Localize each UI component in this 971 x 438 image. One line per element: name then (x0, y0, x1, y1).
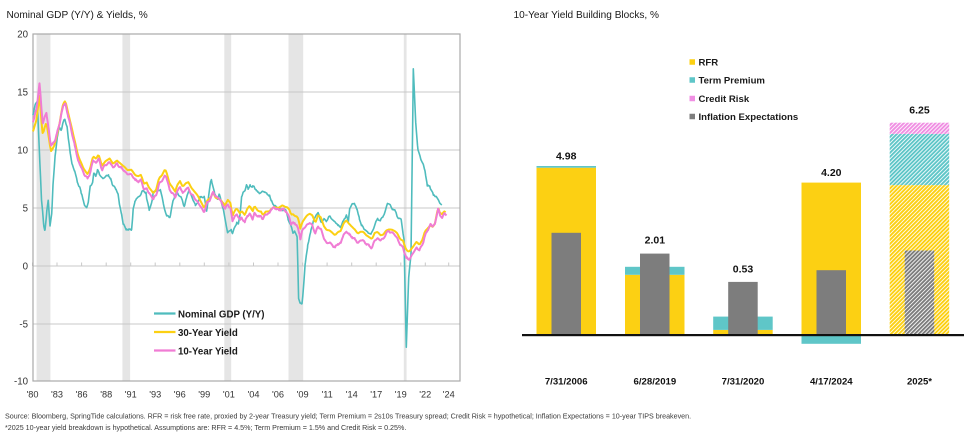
svg-text:'91: '91 (125, 389, 137, 399)
svg-text:'06: '06 (272, 389, 284, 399)
svg-text:'86: '86 (76, 389, 88, 399)
svg-text:'83: '83 (51, 389, 63, 399)
svg-text:'88: '88 (100, 389, 112, 399)
svg-text:Source: Bloomberg, SpringTide: Source: Bloomberg, SpringTide calculatio… (5, 413, 691, 421)
svg-text:'22: '22 (419, 389, 431, 399)
svg-text:'01: '01 (223, 389, 235, 399)
svg-text:2.01: 2.01 (645, 235, 666, 247)
svg-text:2025*: 2025* (907, 377, 932, 388)
svg-text:'80: '80 (27, 389, 39, 399)
svg-text:Nominal GDP (Y/Y) & Yields, %: Nominal GDP (Y/Y) & Yields, % (7, 10, 148, 21)
svg-text:'11: '11 (321, 389, 332, 399)
svg-text:15: 15 (17, 88, 28, 99)
svg-text:*2025 10-year yield breakdown: *2025 10-year yield breakdown is hypothe… (5, 424, 406, 432)
svg-text:'96: '96 (174, 389, 186, 399)
svg-text:Term Premium: Term Premium (699, 76, 765, 87)
svg-text:10: 10 (17, 146, 28, 157)
svg-text:-5: -5 (19, 320, 28, 331)
svg-text:'99: '99 (198, 389, 210, 399)
svg-text:10-Year Yield Building Blocks,: 10-Year Yield Building Blocks, % (514, 10, 660, 21)
svg-text:0.53: 0.53 (733, 264, 754, 276)
svg-text:'14: '14 (346, 389, 358, 399)
svg-text:6/28/2019: 6/28/2019 (634, 377, 677, 388)
svg-text:7/31/2006: 7/31/2006 (545, 377, 588, 388)
svg-text:Nominal GDP (Y/Y): Nominal GDP (Y/Y) (178, 309, 264, 320)
svg-text:Credit Risk: Credit Risk (699, 94, 750, 105)
svg-text:'19: '19 (395, 389, 407, 399)
svg-text:5: 5 (23, 204, 28, 215)
svg-text:'93: '93 (149, 389, 161, 399)
svg-text:RFR: RFR (699, 58, 719, 69)
svg-text:'04: '04 (248, 389, 260, 399)
svg-text:30-Year Yield: 30-Year Yield (178, 328, 238, 339)
svg-text:'09: '09 (297, 389, 309, 399)
svg-text:10-Year Yield: 10-Year Yield (178, 346, 238, 357)
svg-text:Inflation Expectations: Inflation Expectations (699, 112, 799, 123)
svg-text:-10: -10 (14, 377, 29, 388)
svg-text:'17: '17 (370, 389, 382, 399)
svg-text:4/17/2024: 4/17/2024 (810, 377, 853, 388)
svg-text:4.98: 4.98 (556, 151, 577, 163)
svg-text:0: 0 (23, 262, 29, 273)
svg-text:20: 20 (17, 30, 28, 41)
svg-text:7/31/2020: 7/31/2020 (722, 377, 765, 388)
svg-text:4.20: 4.20 (821, 167, 842, 179)
svg-text:6.25: 6.25 (909, 105, 930, 117)
svg-text:'24: '24 (443, 389, 455, 399)
